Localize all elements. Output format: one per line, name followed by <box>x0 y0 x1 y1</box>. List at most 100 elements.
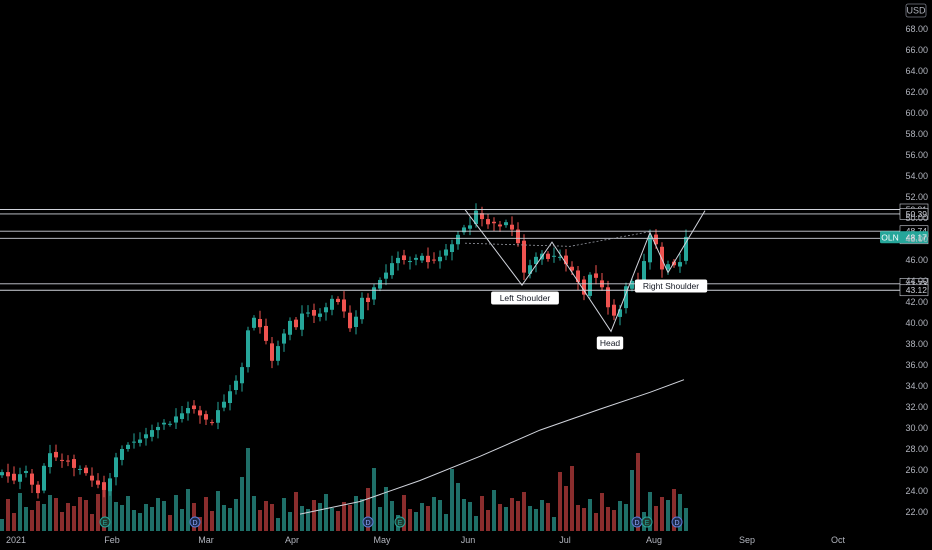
volume-bar <box>12 513 16 531</box>
candle-body <box>204 414 208 420</box>
y-tick-label: 22.00 <box>905 507 928 517</box>
candle-body <box>258 319 262 328</box>
candle-body <box>684 236 688 261</box>
candle-body <box>180 413 184 419</box>
volume-bar <box>36 501 40 531</box>
level-label: 43.73 <box>906 279 928 289</box>
y-tick-label: 24.00 <box>905 486 928 496</box>
candle-body <box>222 401 226 408</box>
candle-body <box>552 255 556 257</box>
currency-badge[interactable]: USD <box>905 3 927 18</box>
candle-body <box>444 249 448 256</box>
candle-body <box>570 266 574 271</box>
candle-body <box>624 286 628 309</box>
candle-body <box>510 224 514 230</box>
volume-bar <box>540 500 544 531</box>
event-marker-label: E <box>103 520 108 527</box>
volume-bar <box>366 488 370 531</box>
volume-bar <box>96 494 100 531</box>
candle-body <box>168 423 172 425</box>
y-tick-label: 34.00 <box>905 381 928 391</box>
volume-bar <box>126 496 130 531</box>
volume-bar <box>6 499 10 531</box>
volume-bar <box>618 501 622 531</box>
y-tick-label: 48.00 <box>905 234 928 244</box>
volume-bar <box>150 507 154 531</box>
volume-bar <box>24 507 28 531</box>
candle-body <box>390 263 394 276</box>
neckline <box>464 231 651 247</box>
candle-body <box>534 256 538 264</box>
price-axis[interactable]: 68.00 66.00 64.00 62.00 60.00 58.00 56.00 54.00… <box>905 24 928 517</box>
candle-body <box>348 312 352 329</box>
dividend-marker <box>362 516 374 528</box>
candle-body <box>264 325 268 341</box>
event-marker-label: D <box>365 520 370 527</box>
dividend-marker <box>671 516 683 528</box>
y-tick-label: 30.00 <box>905 423 928 433</box>
volume-bar <box>390 501 394 531</box>
volume-bar <box>144 504 148 531</box>
y-tick-label: 66.00 <box>905 45 928 55</box>
candlestick-series <box>0 203 688 499</box>
volume-bar <box>282 498 286 531</box>
candle-body <box>186 408 190 414</box>
candle-body <box>54 451 58 458</box>
candle-body <box>42 465 46 491</box>
volume-bar <box>498 504 502 531</box>
candle-body <box>216 410 220 423</box>
candle-body <box>480 213 484 220</box>
y-tick-label: 40.00 <box>905 318 928 328</box>
candle-body <box>276 346 280 361</box>
candle-body <box>150 430 154 437</box>
volume-bar <box>204 497 208 531</box>
volume-bar <box>624 504 628 531</box>
volume-bar <box>564 486 568 531</box>
candle-body <box>30 473 34 485</box>
dividend-marker <box>189 516 201 528</box>
y-tick-label: 58.00 <box>905 129 928 139</box>
volume-bar <box>612 510 616 531</box>
candle-body <box>78 468 82 470</box>
volume-bar <box>480 496 484 531</box>
volume-bar <box>630 470 634 531</box>
x-tick-label: Feb <box>104 535 120 545</box>
volume-bar <box>312 500 316 531</box>
volume-bar <box>114 502 118 531</box>
candle-body <box>72 459 76 468</box>
volume-bar <box>486 510 490 531</box>
volume-bar <box>132 510 136 531</box>
candle-body <box>102 482 106 490</box>
candle-body <box>618 309 622 317</box>
volume-bar <box>360 499 364 531</box>
volume-bar <box>18 493 22 531</box>
candle-body <box>408 261 412 263</box>
volume-bar <box>186 489 190 531</box>
volume-bar <box>318 503 322 531</box>
annotation-label: Head <box>600 338 621 348</box>
candle-body <box>126 444 130 449</box>
symbol-tag-box <box>880 231 900 244</box>
candle-body <box>606 287 610 308</box>
earnings-marker <box>641 516 653 528</box>
y-tick-label: 50.00 <box>905 213 928 223</box>
candle-body <box>234 380 238 390</box>
candle-body <box>90 475 94 481</box>
volume-bar <box>72 506 76 531</box>
candle-body <box>516 229 520 244</box>
candle-body <box>612 304 616 316</box>
candle-body <box>594 273 598 278</box>
volume-bar <box>594 513 598 531</box>
candle-body <box>192 405 196 410</box>
volume-bar <box>66 503 70 531</box>
time-axis[interactable]: 2021 Feb Mar Apr May Jun Jul Aug Sep Oct <box>6 535 845 545</box>
candle-body <box>450 244 454 253</box>
candle-body <box>642 261 646 283</box>
volume-bar <box>444 514 448 531</box>
level-label: 43.12 <box>906 285 928 295</box>
volume-bar <box>636 453 640 531</box>
volume-bar <box>300 506 304 531</box>
